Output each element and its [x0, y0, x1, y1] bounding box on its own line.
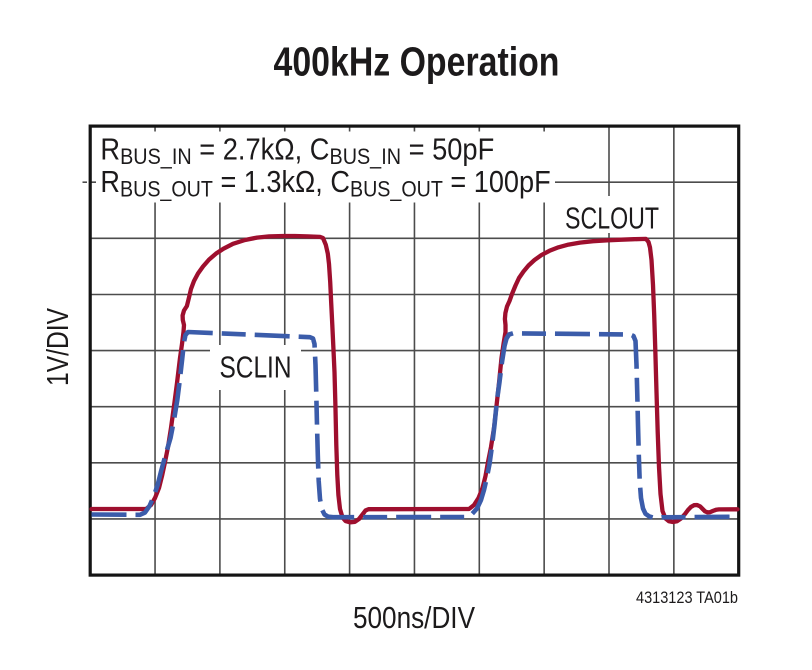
svg-text:SCLIN: SCLIN: [220, 350, 292, 385]
svg-text:400kHz Operation: 400kHz Operation: [274, 39, 560, 85]
svg-text:500ns/DIV: 500ns/DIV: [353, 600, 475, 635]
svg-text:SCLOUT: SCLOUT: [565, 201, 659, 236]
svg-text:4313123 TA01b: 4313123 TA01b: [636, 588, 738, 607]
svg-text:1V/DIV: 1V/DIV: [40, 308, 75, 386]
svg-text:RBUS_IN = 2.7kΩ, CBUS_IN = 50p: RBUS_IN = 2.7kΩ, CBUS_IN = 50pF: [100, 133, 494, 169]
svg-text:RBUS_OUT = 1.3kΩ, CBUS_OUT = 1: RBUS_OUT = 1.3kΩ, CBUS_OUT = 100pF: [100, 165, 550, 201]
